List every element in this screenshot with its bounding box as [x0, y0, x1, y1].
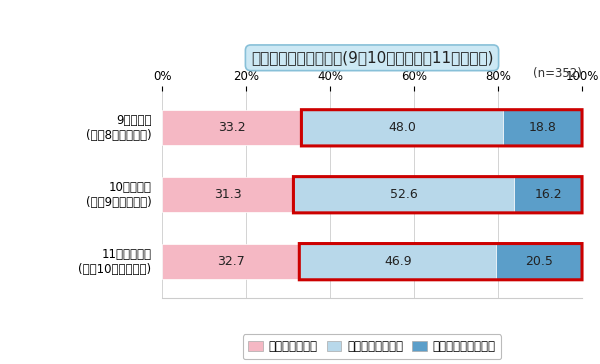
Text: 18.8: 18.8 — [529, 121, 556, 134]
Bar — [301, 110, 503, 145]
Legend: 不足していない, やや不足している, 非常に不足している: 不足していない, やや不足している, 非常に不足している — [242, 334, 502, 359]
Bar — [162, 177, 293, 212]
Text: 32.7: 32.7 — [217, 255, 245, 268]
Text: 16.2: 16.2 — [535, 188, 562, 201]
Text: 46.9: 46.9 — [384, 255, 412, 268]
Bar — [293, 177, 514, 212]
Bar — [162, 244, 299, 279]
Text: 52.6: 52.6 — [390, 188, 418, 201]
Text: (n=352): (n=352) — [533, 67, 582, 80]
Bar — [514, 177, 583, 212]
Bar — [162, 110, 301, 145]
Text: 33.2: 33.2 — [218, 121, 245, 134]
Text: ドライバー確保の状況(9・10月実績及び11月見通し): ドライバー確保の状況(9・10月実績及び11月見通し) — [251, 50, 493, 65]
Bar — [496, 244, 583, 279]
Text: 48.0: 48.0 — [388, 121, 416, 134]
Bar — [503, 110, 582, 145]
Text: 20.5: 20.5 — [526, 255, 553, 268]
Text: 31.3: 31.3 — [214, 188, 242, 201]
Bar — [299, 244, 496, 279]
